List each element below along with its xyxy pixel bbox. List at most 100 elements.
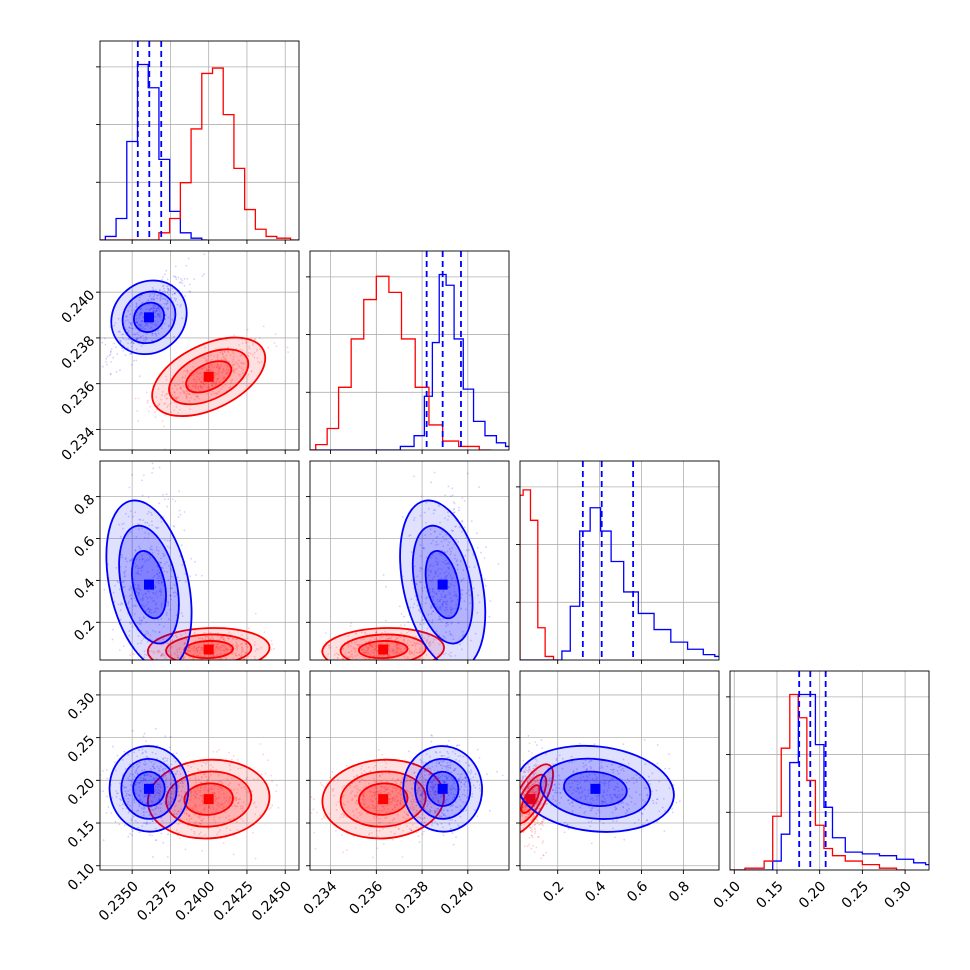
scatter-point <box>535 846 538 849</box>
scatter-point <box>131 652 134 655</box>
scatter-point <box>170 598 172 601</box>
scatter-point <box>414 595 417 597</box>
scatter-point <box>280 832 282 834</box>
scatter-point <box>141 825 144 828</box>
scatter-point <box>387 638 390 640</box>
scatter-point <box>143 650 146 653</box>
scatter-point <box>425 639 428 642</box>
scatter-point <box>109 351 112 353</box>
scatter-point <box>138 765 141 768</box>
scatter-point <box>371 645 373 648</box>
scatter-point <box>452 843 455 846</box>
scatter-point <box>125 794 128 797</box>
scatter-point <box>158 784 161 786</box>
scatter-point <box>173 584 176 587</box>
scatter-point <box>204 346 207 349</box>
scatter-point <box>177 656 180 659</box>
scatter-point <box>170 568 172 570</box>
scatter-point <box>240 807 243 810</box>
scatter-point <box>403 615 405 618</box>
scatter-point <box>180 651 183 654</box>
scatter-point <box>253 778 256 780</box>
scatter-point <box>223 806 225 809</box>
scatter-point <box>235 799 238 802</box>
scatter-point <box>182 663 184 665</box>
scatter-point <box>251 353 254 356</box>
scatter-point <box>240 651 243 654</box>
scatter-point <box>119 369 121 372</box>
scatter-point <box>410 829 413 831</box>
scatter-point <box>161 820 164 822</box>
scatter-point <box>413 603 416 605</box>
scatter-point <box>203 273 206 275</box>
scatter-point <box>226 371 229 373</box>
scatter-point <box>386 650 388 653</box>
scatter-point <box>372 665 374 667</box>
scatter-point <box>142 594 145 596</box>
scatter-point <box>193 646 196 648</box>
scatter-point <box>216 785 219 788</box>
scatter-point <box>117 792 119 795</box>
scatter-point <box>425 809 427 811</box>
scatter-point <box>413 641 416 644</box>
scatter-point <box>167 289 170 292</box>
scatter-point <box>256 348 258 351</box>
scatter-point <box>158 590 161 593</box>
scatter-point <box>428 588 431 591</box>
scatter-point <box>202 632 205 634</box>
scatter-point <box>445 602 447 605</box>
scatter-point <box>158 579 161 582</box>
scatter-point <box>207 355 210 358</box>
scatter-panel-2-1 <box>310 461 509 667</box>
scatter-point <box>148 590 151 593</box>
scatter-point <box>419 610 422 613</box>
scatter-point <box>236 788 239 791</box>
scatter-point <box>162 567 164 570</box>
scatter-point <box>119 339 121 342</box>
scatter-point <box>141 320 143 323</box>
scatter-point <box>119 798 122 801</box>
scatter-point <box>140 320 143 323</box>
scatter-point <box>155 785 157 788</box>
scatter-point <box>452 529 455 532</box>
scatter-point <box>387 808 390 810</box>
scatter-point <box>353 647 356 650</box>
scatter-point <box>136 821 139 824</box>
scatter-point <box>257 360 260 363</box>
scatter-point <box>155 409 158 411</box>
scatter-point <box>473 566 476 568</box>
scatter-point <box>406 665 408 667</box>
scatter-point <box>359 643 362 646</box>
scatter-point <box>159 651 161 653</box>
scatter-point <box>174 265 177 268</box>
scatter-point <box>107 806 110 808</box>
scatter-point <box>245 341 248 344</box>
scatter-point <box>139 781 142 784</box>
scatter-point <box>140 639 143 642</box>
scatter-point <box>437 653 440 655</box>
scatter-point <box>215 769 218 771</box>
scatter-point <box>122 586 125 589</box>
scatter-point <box>440 596 443 598</box>
scatter-point <box>155 658 158 660</box>
scatter-point <box>147 632 150 635</box>
scatter-point <box>231 664 233 666</box>
scatter-point <box>133 801 136 804</box>
scatter-point <box>192 658 195 660</box>
scatter-point <box>171 394 174 396</box>
scatter-point <box>448 567 450 569</box>
scatter-point <box>175 297 178 300</box>
scatter-point <box>362 794 365 797</box>
scatter-point <box>432 610 435 613</box>
scatter-point <box>120 553 123 556</box>
scatter-point <box>397 799 400 802</box>
scatter-point <box>221 807 224 810</box>
scatter-point <box>151 286 154 289</box>
scatter-point <box>160 577 162 580</box>
scatter-point <box>267 346 270 349</box>
scatter-point <box>162 841 165 844</box>
scatter-point <box>252 344 254 346</box>
scatter-point <box>427 635 430 637</box>
scatter-point <box>320 781 322 784</box>
scatter-point <box>401 575 404 578</box>
